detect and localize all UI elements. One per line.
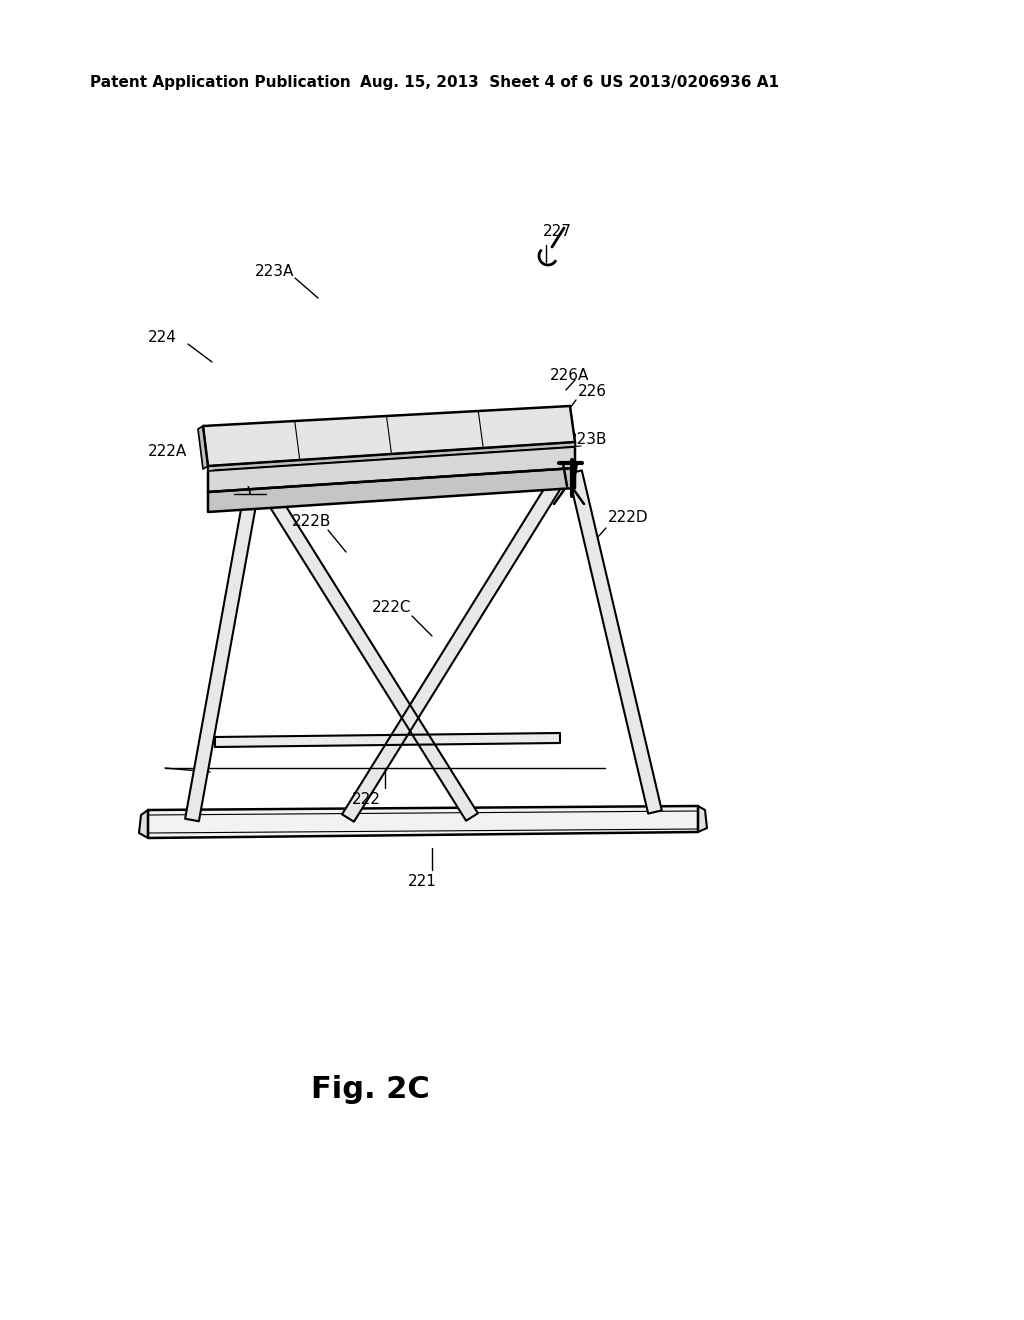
Text: 223A: 223A — [255, 264, 294, 280]
Text: 224: 224 — [148, 330, 177, 346]
Text: 222D: 222D — [608, 511, 648, 525]
Polygon shape — [568, 470, 662, 813]
Polygon shape — [148, 807, 698, 838]
Text: 223B: 223B — [568, 433, 607, 447]
Polygon shape — [203, 407, 575, 466]
Polygon shape — [198, 426, 208, 469]
Polygon shape — [264, 490, 478, 821]
Text: 222B: 222B — [292, 515, 332, 529]
Text: 226A: 226A — [550, 367, 590, 383]
Text: US 2013/0206936 A1: US 2013/0206936 A1 — [600, 74, 779, 90]
Text: 226: 226 — [578, 384, 607, 400]
Polygon shape — [215, 733, 560, 747]
Text: 221: 221 — [408, 874, 437, 890]
Text: Patent Application Publication: Patent Application Publication — [90, 74, 351, 90]
Polygon shape — [208, 469, 575, 512]
Polygon shape — [139, 810, 148, 838]
Text: 227: 227 — [543, 224, 571, 239]
Text: 222: 222 — [352, 792, 381, 808]
Polygon shape — [698, 807, 707, 832]
Text: θ: θ — [241, 498, 249, 511]
Text: 222C: 222C — [372, 601, 412, 615]
Polygon shape — [208, 442, 575, 471]
Polygon shape — [342, 474, 565, 821]
Polygon shape — [208, 442, 575, 492]
Text: Fig. 2C: Fig. 2C — [310, 1076, 429, 1105]
Polygon shape — [185, 487, 259, 821]
Text: 222A: 222A — [148, 445, 187, 459]
Text: Aug. 15, 2013  Sheet 4 of 6: Aug. 15, 2013 Sheet 4 of 6 — [360, 74, 593, 90]
